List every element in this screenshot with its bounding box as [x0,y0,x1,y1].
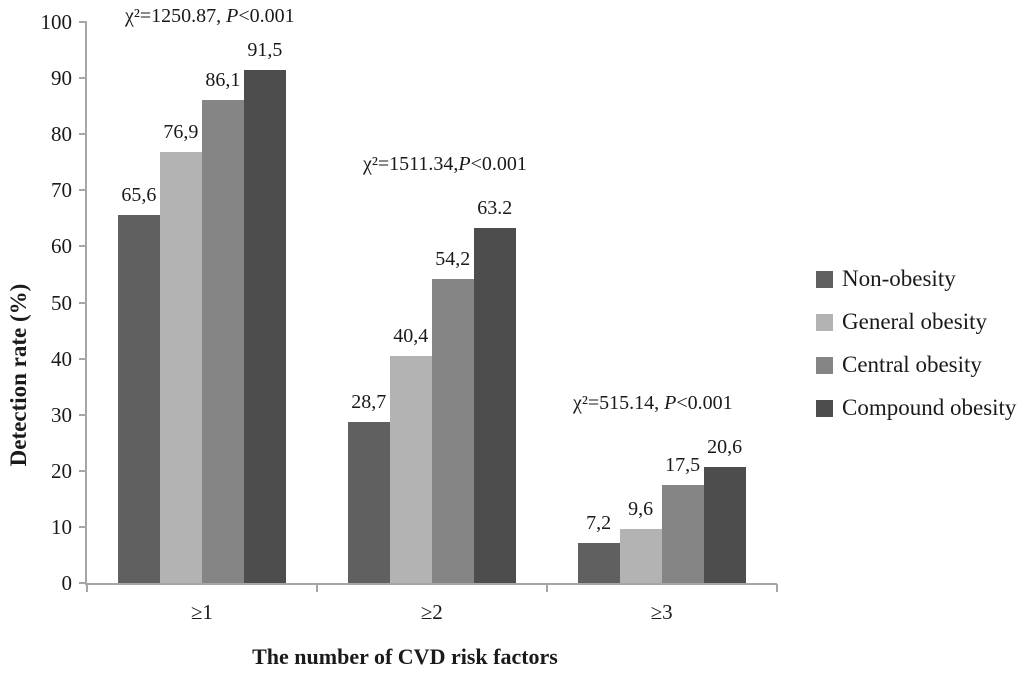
legend-label: Central obesity [842,352,982,377]
bar [389,356,432,583]
y-tick-mark [79,245,87,248]
p-value-symbol: P [458,153,471,175]
chi-square-stat: χ²=515.14, [573,392,665,414]
bar-value-label: 7,2 [586,511,612,534]
bar-value-label: 17,5 [665,453,701,476]
chi-square-annotation: χ²=515.14, P<0.001 [573,391,733,415]
x-tick-mark [86,584,88,592]
bar-value-label: 86,1 [205,68,241,91]
legend-label: Non-obesity [842,266,956,291]
x-axis-title: The number of CVD risk factors [252,644,558,669]
legend-item: Compound obesity [816,394,1016,422]
y-tick-mark [79,301,87,304]
bar [473,228,516,583]
bar-value-label: 65,6 [121,183,157,206]
legend-swatch-icon [816,356,833,374]
legend-item: Central obesity [816,351,1016,379]
bar [347,421,390,583]
p-value-symbol: P [664,392,677,414]
category-label: ≥1 [190,600,213,624]
legend-item: General obesity [816,308,1016,336]
y-tick-mark [79,469,87,472]
y-tick-label: 20 [51,458,72,483]
chi-square-annotation: χ²=1250.87, P<0.001 [125,4,295,28]
legend: Non-obesity General obesity Central obesit… [816,265,1016,422]
bar-value-label: 54,2 [435,247,471,270]
bar [431,278,474,583]
category-label: ≥3 [650,600,673,624]
bar [577,542,620,583]
category-label: ≥2 [420,600,443,624]
legend-swatch-icon [816,399,833,417]
y-tick-label: 30 [51,402,72,427]
legend-item: Non-obesity [816,265,1016,293]
y-tick-label: 70 [51,178,72,203]
y-tick-mark [79,189,87,192]
p-value-threshold: <0.001 [238,5,295,27]
y-tick-label: 60 [51,234,72,259]
x-axis-line [85,583,777,585]
y-tick-mark [79,582,87,584]
chi-square-stat: χ²=1250.87, [125,5,227,27]
p-value-threshold: <0.001 [470,153,527,175]
legend-label: General obesity [842,309,987,334]
bar-value-label: 28,7 [351,390,387,413]
y-tick-label: 90 [51,66,72,91]
x-tick-mark [545,584,548,592]
y-tick-label: 0 [61,571,73,595]
y-tick-label: 100 [40,10,73,34]
bar [201,99,244,583]
bar-value-label: 63.2 [477,197,513,220]
bar [159,151,202,583]
y-tick-mark [79,525,87,528]
bar-value-label: 76,9 [163,120,199,143]
y-tick-mark [79,133,87,136]
y-tick-label: 10 [51,514,72,539]
legend-label: Compound obesity [842,395,1017,420]
bar [619,529,662,583]
chi-square-stat: χ²=1511.34, [363,153,459,175]
x-tick-mark [775,584,778,592]
legend-swatch-icon [816,313,833,331]
y-tick-label: 50 [51,290,72,315]
y-tick-mark [79,21,87,23]
bar [117,214,160,583]
bar [243,69,286,583]
y-tick-mark [79,357,87,360]
y-tick-mark [79,77,87,80]
bar [661,484,704,583]
y-tick-label: 80 [51,122,72,147]
bar-value-label: 9,6 [628,498,654,521]
bar-value-label: 91,5 [247,38,283,61]
x-tick-mark [315,584,318,592]
bar [703,467,746,583]
legend-swatch-icon [816,270,833,288]
chi-square-annotation: χ²=1511.34,P<0.001 [363,152,527,176]
y-tick-mark [79,413,87,416]
p-value-symbol: P [226,5,239,27]
p-value-threshold: <0.001 [676,392,733,414]
bar-value-label: 40,4 [393,325,429,348]
bar-value-label: 20,6 [707,436,743,459]
y-tick-label: 40 [51,346,72,371]
